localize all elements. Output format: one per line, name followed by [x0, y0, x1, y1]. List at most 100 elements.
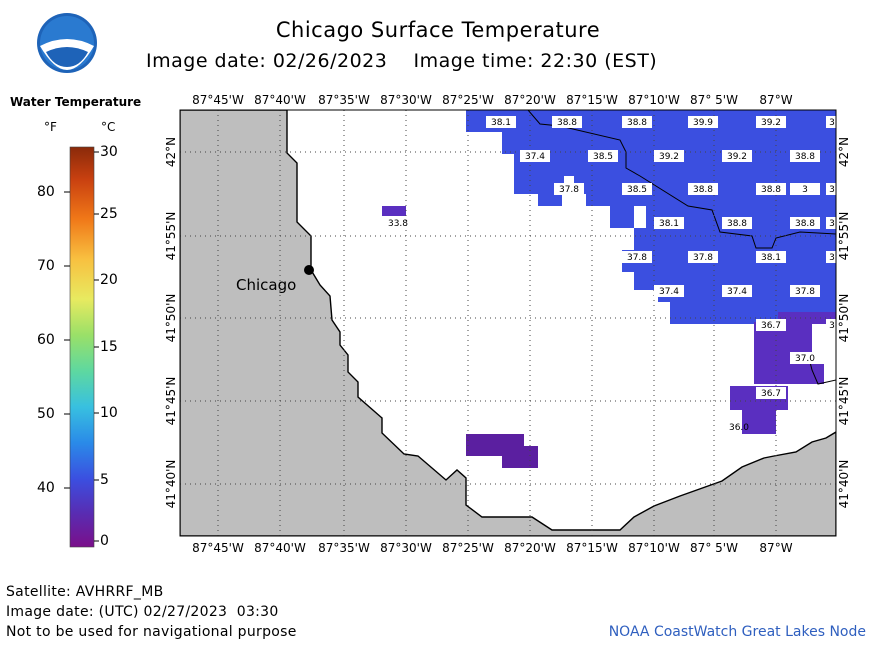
temp-label: 37.0	[795, 354, 815, 364]
temp-label: 3	[829, 219, 835, 229]
temp-label: 36.7	[761, 389, 781, 399]
lat-label: 41°55'N	[837, 212, 851, 261]
lon-label: 87°25'W	[442, 93, 494, 107]
page-title: Chicago Surface Temperature	[275, 18, 601, 42]
utc-date: Image date: (UTC) 02/27/2023 03:30	[6, 604, 279, 620]
lat-labels-right: 42°N 41°55'N 41°50'N 41°45'N 41°40'N	[837, 137, 851, 509]
lon-label: 87°35'W	[318, 93, 370, 107]
temp-label: 38.1	[659, 219, 679, 229]
lon-label: 87°10'W	[628, 93, 680, 107]
temp-label: 37.4	[525, 152, 545, 162]
legend-title: Water Temperature	[10, 95, 142, 109]
legend-c-tick: 15	[100, 339, 118, 355]
disclaimer: Not to be used for navigational purpose	[6, 624, 297, 640]
temp-label: 38.8	[761, 185, 781, 195]
temp-label: 37.8	[627, 253, 647, 263]
image-date-time: Image date: 02/26/2023 Image time: 22:30…	[146, 50, 657, 72]
legend-f-tick: 40	[37, 480, 55, 496]
legend-color-bar	[69, 146, 95, 548]
temp-label: 38.1	[761, 253, 781, 263]
lat-label: 41°55'N	[164, 212, 178, 261]
lon-label: 87°10'W	[628, 541, 680, 555]
image-time: Image time: 22:30 (EST)	[413, 50, 658, 72]
lat-labels-left: 42°N 41°55'N 41°50'N 41°45'N 41°40'N	[164, 137, 178, 509]
temp-label: 38.8	[627, 118, 647, 128]
lon-label: 87°30'W	[380, 93, 432, 107]
lon-label: 87°45'W	[192, 93, 244, 107]
lon-label: 87°30'W	[380, 541, 432, 555]
temp-label: 37.8	[559, 185, 579, 195]
temp-label: 3	[829, 321, 835, 331]
temp-label: 38.5	[593, 152, 613, 162]
legend-c-tick: 25	[100, 206, 118, 222]
lat-label: 41°40'N	[837, 460, 851, 509]
lon-label: 87°15'W	[566, 541, 618, 555]
lon-label: 87°20'W	[504, 541, 556, 555]
chicago-marker-icon	[304, 265, 314, 275]
legend-c-tick: 20	[100, 272, 118, 288]
temp-label: 38.1	[491, 118, 511, 128]
lon-label: 87°W	[759, 541, 792, 555]
satellite-info: Satellite: AVHRRF_MB	[6, 584, 164, 600]
lat-label: 42°N	[837, 137, 851, 167]
lon-label: 87°40'W	[254, 541, 306, 555]
legend-f-tick: 70	[37, 258, 55, 274]
temp-label: 33.8	[388, 219, 408, 229]
temp-label: 39.2	[727, 152, 747, 162]
legend-ticks	[64, 151, 99, 542]
lat-label: 42°N	[164, 137, 178, 167]
boundary-line	[807, 353, 836, 385]
temp-label: 37.8	[795, 287, 815, 297]
sst-cells-purple	[382, 206, 836, 434]
lat-label: 41°50'N	[837, 294, 851, 343]
temp-label: 37.4	[727, 287, 747, 297]
temp-label: 39.9	[693, 118, 713, 128]
noaa-logo	[37, 13, 97, 73]
graticule	[180, 110, 836, 536]
lat-label: 41°50'N	[164, 294, 178, 343]
temp-label-boxes	[486, 116, 836, 399]
map-frame	[179, 109, 837, 537]
temp-label: 38.8	[795, 152, 815, 162]
legend-c-tick: 30	[100, 144, 118, 160]
temp-label: 38.8	[727, 219, 747, 229]
temp-label: 39.2	[659, 152, 679, 162]
lon-label: 87°25'W	[442, 541, 494, 555]
image-date: Image date: 02/26/2023	[146, 50, 388, 72]
legend-f-tick: 80	[37, 184, 55, 200]
legend-c-tick: 10	[100, 405, 118, 421]
boundary-line	[527, 110, 836, 249]
legend-f-tick: 50	[37, 406, 55, 422]
lake-water	[180, 110, 836, 536]
lon-labels-top: 87°45'W 87°40'W 87°35'W 87°30'W 87°25'W …	[192, 93, 793, 107]
lon-label: 87°15'W	[566, 93, 618, 107]
lon-label: 87°45'W	[192, 541, 244, 555]
sst-cells	[466, 110, 836, 324]
legend-c-tick: 0	[100, 533, 109, 549]
legend-f-tick: 60	[37, 332, 55, 348]
city-label: Chicago	[236, 276, 296, 294]
lon-label: 87°35'W	[318, 541, 370, 555]
sst-cells-dark-purple	[466, 434, 538, 468]
credit-link[interactable]: NOAA CoastWatch Great Lakes Node	[608, 624, 866, 640]
lon-label: 87°40'W	[254, 93, 306, 107]
temp-label: 38.8	[557, 118, 577, 128]
lon-label: 87° 5'W	[690, 541, 738, 555]
temp-label: 38.8	[693, 185, 713, 195]
lat-label: 41°45'N	[164, 377, 178, 426]
temp-label: 3	[802, 185, 808, 195]
land-west	[180, 110, 836, 536]
temp-label: 38.5	[627, 185, 647, 195]
lon-label: 87° 5'W	[690, 93, 738, 107]
lon-labels-bottom: 87°45'W 87°40'W 87°35'W 87°30'W 87°25'W …	[192, 541, 793, 555]
temp-label: 3	[829, 253, 835, 263]
temp-label: 36.0	[729, 423, 749, 433]
lat-label: 41°40'N	[164, 460, 178, 509]
temp-label: 36.7	[761, 321, 781, 331]
temp-label: 38.8	[795, 219, 815, 229]
lon-label: 87°20'W	[504, 93, 556, 107]
temp-label: 3	[829, 185, 835, 195]
temp-label: 37.8	[693, 253, 713, 263]
temp-labels: 38.1 38.8 38.8 39.9 39.2 3 37.4 38.5 39.…	[388, 118, 835, 433]
lon-label: 87°W	[759, 93, 792, 107]
